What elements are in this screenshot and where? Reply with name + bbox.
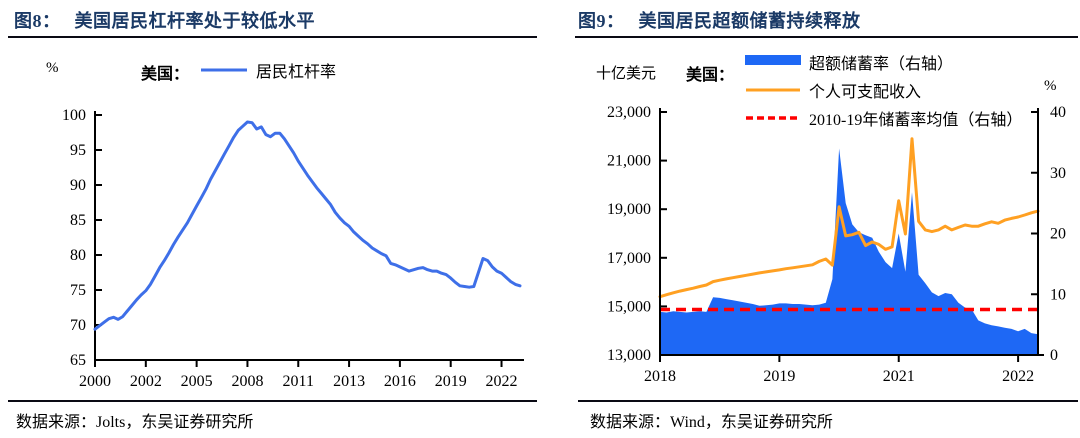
x-tick-label: 2021 bbox=[883, 368, 915, 385]
y-tick-label: 80 bbox=[70, 247, 86, 264]
x-tick-label: 2016 bbox=[384, 373, 416, 390]
title-divider bbox=[575, 36, 1078, 38]
legend-item-avg-savings: 2010-19年储蓄率均值（右轴） bbox=[745, 108, 1023, 129]
right-tick-label: 30 bbox=[1050, 165, 1066, 182]
y-tick-label: 65 bbox=[70, 352, 86, 369]
disposable-income-line bbox=[658, 137, 1040, 299]
left-tick-label: 17,000 bbox=[607, 250, 651, 267]
left-tick-label: 19,000 bbox=[607, 201, 651, 218]
figure-8-number: 图8： bbox=[14, 11, 61, 31]
left-tick-label: 21,000 bbox=[607, 153, 651, 170]
leverage-ratio-chart: 65 70 75 80 85 90 95 100 2000 2002 2005 2008 2011 201… bbox=[62, 107, 524, 390]
data-source-note: 数据来源：Wind，东吴证券研究所 bbox=[590, 414, 833, 431]
y-tick-label: 75 bbox=[70, 282, 86, 299]
legend-item-label: 超额储蓄率（右轴） bbox=[809, 56, 954, 73]
y-tick-label: 100 bbox=[62, 107, 86, 124]
right-axis-unit-label: % bbox=[1044, 78, 1057, 94]
right-tick-label: 0 bbox=[1050, 347, 1058, 364]
title-divider bbox=[8, 36, 537, 38]
y-tick-label: 70 bbox=[70, 317, 86, 334]
left-tick-label: 13,000 bbox=[607, 347, 651, 364]
leverage-line bbox=[93, 120, 522, 331]
x-tick-label: 2019 bbox=[763, 368, 795, 385]
x-tick-label: 2002 bbox=[130, 373, 162, 390]
x-tick-label: 2000 bbox=[79, 373, 111, 390]
x-tick-label: 2019 bbox=[435, 373, 467, 390]
legend-region-label: 美国： bbox=[141, 66, 190, 83]
x-tick-label: 2005 bbox=[181, 373, 213, 390]
footer-divider bbox=[578, 400, 1078, 402]
legend-region-label: 美国： bbox=[686, 67, 735, 84]
legend-item-excess-savings: 超额储蓄率（右轴） bbox=[745, 52, 954, 73]
figure-panel-8: 图8： 美国居民杠杆率处于较低水平 % 美国： 居民杠杆率 65 70 75 80 85 9… bbox=[8, 7, 537, 431]
x-tick-label: 2013 bbox=[333, 373, 365, 390]
figure-9-title-text: 美国居民超额储蓄持续释放 bbox=[638, 11, 861, 31]
left-tick-label: 15,000 bbox=[607, 298, 651, 315]
footer-divider bbox=[8, 400, 537, 402]
figure-9-number: 图9： bbox=[578, 11, 625, 31]
area-swatch-icon bbox=[745, 53, 801, 71]
legend-item-leverage: 居民杠杆率 bbox=[200, 60, 337, 81]
legend-item-disposable-income: 个人可支配收入 bbox=[745, 80, 922, 101]
left-tick-label: 23,000 bbox=[607, 104, 651, 121]
dashed-line-swatch-icon bbox=[745, 109, 801, 127]
legend-item-label: 居民杠杆率 bbox=[256, 64, 337, 81]
x-tick-label: 2008 bbox=[231, 373, 263, 390]
figure-8-title-text: 美国居民杠杆率处于较低水平 bbox=[74, 11, 315, 31]
savings-rate-area bbox=[660, 148, 1038, 355]
y-tick-label: 90 bbox=[70, 177, 86, 194]
figure-8-title: 图8： 美国居民杠杆率处于较低水平 bbox=[14, 7, 315, 33]
line-swatch-icon bbox=[745, 81, 801, 99]
line-swatch-icon bbox=[200, 61, 248, 79]
y-tick-label: 95 bbox=[70, 142, 86, 159]
left-axis-unit-label: 十亿美元 bbox=[596, 66, 657, 82]
x-tick-label: 2018 bbox=[644, 368, 676, 385]
legend-item-label: 个人可支配收入 bbox=[809, 84, 922, 101]
plot-area: 65 70 75 80 85 90 95 100 2000 2002 2005 2008 2011 201… bbox=[62, 107, 524, 390]
data-source-note: 数据来源：Jolts，东吴证券研究所 bbox=[16, 414, 254, 431]
figure-panel-9: 图9： 美国居民超额储蓄持续释放 十亿美元 美国： 超额储蓄率（右轴） 个人可支配… bbox=[540, 0, 1080, 438]
y-tick-label: 85 bbox=[70, 212, 86, 229]
right-tick-label: 20 bbox=[1050, 226, 1066, 243]
legend-item-label: 2010-19年储蓄率均值（右轴） bbox=[809, 112, 1023, 129]
excess-savings-chart: 13,000 15,000 17,000 19,000 21,000 23,000 0 10 2… bbox=[607, 104, 1066, 385]
y-axis-unit-label: % bbox=[46, 60, 59, 76]
x-tick-label: 2011 bbox=[283, 373, 314, 390]
right-tick-label: 40 bbox=[1050, 104, 1066, 121]
figure-9-title: 图9： 美国居民超额储蓄持续释放 bbox=[578, 7, 861, 33]
x-tick-label: 2022 bbox=[486, 373, 518, 390]
right-tick-label: 10 bbox=[1050, 286, 1066, 303]
plot-area: 13,000 15,000 17,000 19,000 21,000 23,000 0 10 2… bbox=[607, 104, 1066, 385]
x-tick-label: 2022 bbox=[1002, 368, 1034, 385]
